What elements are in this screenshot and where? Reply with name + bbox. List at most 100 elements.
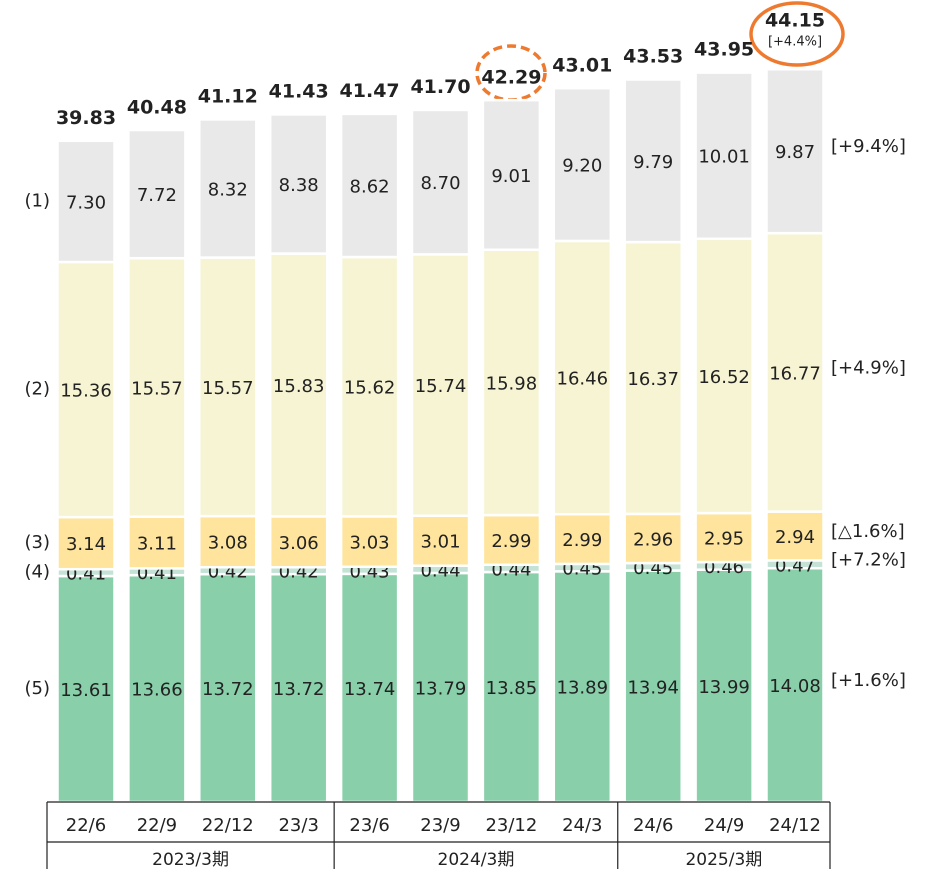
value-label: 15.36 <box>60 381 112 402</box>
x-tick-label: 23/3 <box>278 815 318 836</box>
value-label: 9.87 <box>775 142 815 163</box>
total-label: 39.83 <box>56 107 116 129</box>
x-tick-label: 23/9 <box>420 815 460 836</box>
value-label: 15.57 <box>131 378 183 399</box>
change-label: [+9.4%] <box>831 136 906 157</box>
bar-segment <box>765 68 825 235</box>
value-label: 16.52 <box>698 367 750 388</box>
bar-segment <box>552 86 613 243</box>
highlight-circle <box>749 1 845 67</box>
value-label: 2.99 <box>562 530 602 551</box>
total-label: 44.15 <box>765 9 825 31</box>
bar-segment <box>552 512 613 566</box>
bar-segment <box>339 112 400 259</box>
legend-label: (5) <box>25 678 51 699</box>
bar-segment <box>198 572 258 804</box>
value-label: 2.95 <box>704 529 744 550</box>
bar-segment <box>127 128 187 260</box>
x-tick-label: 22/6 <box>66 815 106 836</box>
bar-segment <box>339 255 400 518</box>
bar-segment <box>268 113 329 255</box>
legend-label: (2) <box>25 379 51 400</box>
total-label: 42.29 <box>481 66 541 88</box>
x-tick-label: 22/12 <box>202 815 254 836</box>
value-label: 8.32 <box>208 179 248 200</box>
x-tick-label: 23/12 <box>485 815 537 836</box>
value-label: 3.11 <box>137 534 177 555</box>
value-label: 13.99 <box>698 677 750 698</box>
value-label: 16.77 <box>769 363 821 384</box>
legend-label: (1) <box>25 190 51 211</box>
value-label: 7.30 <box>66 192 106 213</box>
x-tick-label: 24/9 <box>704 815 744 836</box>
bar-segment <box>268 252 329 518</box>
value-label: 8.38 <box>279 175 319 196</box>
group-label: 2023/3期 <box>152 850 229 869</box>
value-label: 15.62 <box>344 378 396 399</box>
value-label: 13.66 <box>131 680 183 701</box>
value-label: 15.74 <box>415 376 467 397</box>
value-label: 13.61 <box>60 680 112 701</box>
bar-segment <box>623 78 683 244</box>
x-tick-label: 24/6 <box>633 815 673 836</box>
legend-label: (4) <box>25 562 51 583</box>
total-label: 43.95 <box>694 39 754 61</box>
value-label: 10.01 <box>698 147 750 168</box>
x-tick-label: 22/9 <box>137 815 177 836</box>
value-label: 2.94 <box>775 527 815 548</box>
value-label: 16.46 <box>557 369 609 390</box>
total-label: 41.70 <box>410 76 470 98</box>
bar-segment <box>268 515 329 569</box>
value-label: 15.83 <box>273 376 325 397</box>
bar-segment <box>127 573 187 804</box>
total-change-label: [+4.4%] <box>768 34 822 49</box>
bar-segment <box>56 139 116 264</box>
value-label: 13.94 <box>627 677 679 698</box>
value-label: 13.85 <box>486 678 538 699</box>
value-label: 8.70 <box>420 173 460 194</box>
value-label: 14.08 <box>769 676 821 697</box>
bar-segment <box>481 98 542 251</box>
bar-segment <box>694 237 754 515</box>
value-label: 3.01 <box>420 532 460 553</box>
change-label: [+4.9%] <box>831 357 906 378</box>
bar-segment <box>481 570 542 804</box>
value-label: 3.03 <box>350 533 390 554</box>
bar-segment <box>765 231 825 513</box>
bar-segment <box>623 512 683 565</box>
bar-segment <box>198 118 258 259</box>
bar-segment <box>481 513 542 566</box>
bar-segment <box>339 572 400 804</box>
change-label: [△1.6%] <box>831 521 905 542</box>
value-label: 13.79 <box>415 679 467 700</box>
bar-segment <box>410 571 471 804</box>
change-label: [+7.2%] <box>831 549 906 570</box>
change-label: [+1.6%] <box>831 670 906 691</box>
bar-segment <box>268 572 329 804</box>
legend-label: (3) <box>25 532 51 553</box>
bar-segment <box>481 248 542 517</box>
total-label: 41.12 <box>198 86 258 108</box>
value-label: 9.79 <box>633 152 673 173</box>
value-label: 9.01 <box>491 166 531 187</box>
value-label: 13.72 <box>273 679 325 700</box>
value-label: 15.57 <box>202 378 254 399</box>
total-label: 40.48 <box>127 96 187 118</box>
value-label: 8.62 <box>350 176 390 197</box>
value-label: 7.72 <box>137 185 177 206</box>
value-label: 2.96 <box>633 529 673 550</box>
group-label: 2024/3期 <box>438 850 515 869</box>
value-label: 15.98 <box>486 373 538 394</box>
total-label: 41.43 <box>269 81 329 103</box>
bar-segment <box>339 515 400 568</box>
value-label: 13.89 <box>557 678 609 699</box>
value-label: 16.37 <box>627 369 679 390</box>
bar-segment <box>56 574 116 804</box>
value-label: 2.99 <box>491 531 531 552</box>
value-label: 3.14 <box>66 534 106 555</box>
value-label: 9.20 <box>562 156 602 177</box>
value-label: 13.74 <box>344 679 396 700</box>
value-label: 3.08 <box>208 533 248 554</box>
bar-segment <box>56 260 116 519</box>
